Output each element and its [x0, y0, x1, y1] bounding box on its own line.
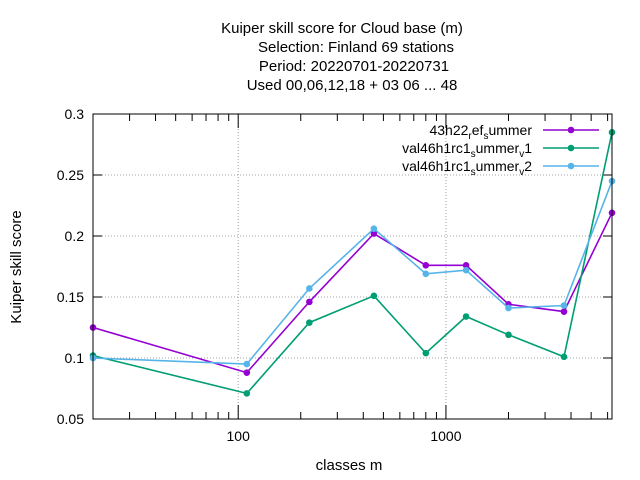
legend-entry-3-label: val46h1rc1summerv2	[402, 158, 532, 178]
title-line-1: Kuiper skill score for Cloud base (m)	[221, 20, 463, 37]
y-axis-ticks: 0.05 0.1 0.15 0.2 0.25 0.3	[57, 106, 612, 427]
x-axis-label: classes m	[316, 457, 383, 474]
series-line-3	[92, 180, 613, 365]
y-tick-label: 0.3	[65, 106, 85, 122]
series-1-point	[370, 230, 378, 237]
series-2-point	[243, 390, 251, 397]
x-tick-label: 100	[227, 428, 251, 444]
series-3-point	[370, 225, 378, 232]
legend-marker-3	[567, 162, 575, 170]
legend: 43h22refsummerval46h1rc1summerv1val46h1r…	[402, 122, 599, 178]
series-2-point	[560, 353, 568, 361]
series-2-point	[422, 349, 430, 357]
y-tick-label: 0.2	[65, 228, 85, 244]
legend-entry-2-label: val46h1rc1summerv1	[402, 140, 532, 160]
legend-marker-1	[567, 126, 575, 134]
legend-label-part: ummer	[476, 158, 520, 174]
series-1-point	[462, 261, 470, 269]
series-3-point	[462, 266, 470, 274]
title-line-3: Period: 20220701-20220731	[259, 58, 449, 75]
x-axis-ticks: 100 1000	[129, 114, 609, 444]
legend-label-part: 2	[524, 158, 532, 174]
legend-entry-1-label: 43h22refsummer	[429, 122, 532, 142]
x-tick-label: 1000	[430, 428, 461, 444]
legend-label-part: ef	[472, 122, 484, 138]
title-line-2: Selection: Finland 69 stations	[258, 39, 454, 56]
plot-frame	[92, 113, 613, 420]
legend-label-part: s	[483, 131, 488, 142]
y-tick-label: 0.1	[65, 350, 85, 366]
legend-label-part: 43h22	[429, 122, 468, 138]
series-2-point	[462, 313, 470, 320]
series-1-point	[306, 298, 313, 306]
legend-label-part: ummer	[488, 122, 532, 138]
series-2-point	[370, 292, 378, 300]
title-line-4: Used 00,06,12,18 + 03 06 ... 48	[247, 77, 458, 94]
y-tick-label: 0.25	[57, 167, 84, 183]
series-3-point	[560, 302, 568, 309]
series-2-point	[505, 331, 512, 339]
series-1-point	[560, 308, 568, 315]
y-axis-label: Kuiper skill score	[8, 210, 25, 323]
series-3-point	[306, 285, 313, 292]
y-tick-label: 0.05	[57, 411, 84, 427]
series-3-point	[422, 270, 430, 278]
series-lines	[89, 129, 616, 397]
series-1-point	[243, 369, 251, 376]
series-3-point	[505, 304, 512, 312]
series-line-1	[92, 212, 613, 374]
series-1-point	[422, 261, 430, 269]
legend-label-part: val46h1rc1	[402, 158, 471, 174]
legend-label-part: s	[471, 149, 476, 160]
chart-title: Kuiper skill score for Cloud base (m) Se…	[221, 20, 463, 94]
series-line-2	[92, 132, 613, 395]
legend-label-part: v	[519, 149, 524, 160]
legend-marker-2	[567, 144, 575, 152]
series-2-point	[306, 319, 313, 326]
legend-label-part: 1	[524, 140, 532, 156]
legend-label-part: val46h1rc1	[402, 140, 471, 156]
legend-label-part: s	[471, 167, 476, 178]
legend-label-part: r	[468, 131, 472, 142]
grid	[93, 114, 612, 419]
y-tick-label: 0.15	[57, 289, 84, 305]
legend-label-part: ummer	[476, 140, 520, 156]
series-3-point	[243, 360, 251, 368]
legend-label-part: v	[519, 167, 524, 178]
